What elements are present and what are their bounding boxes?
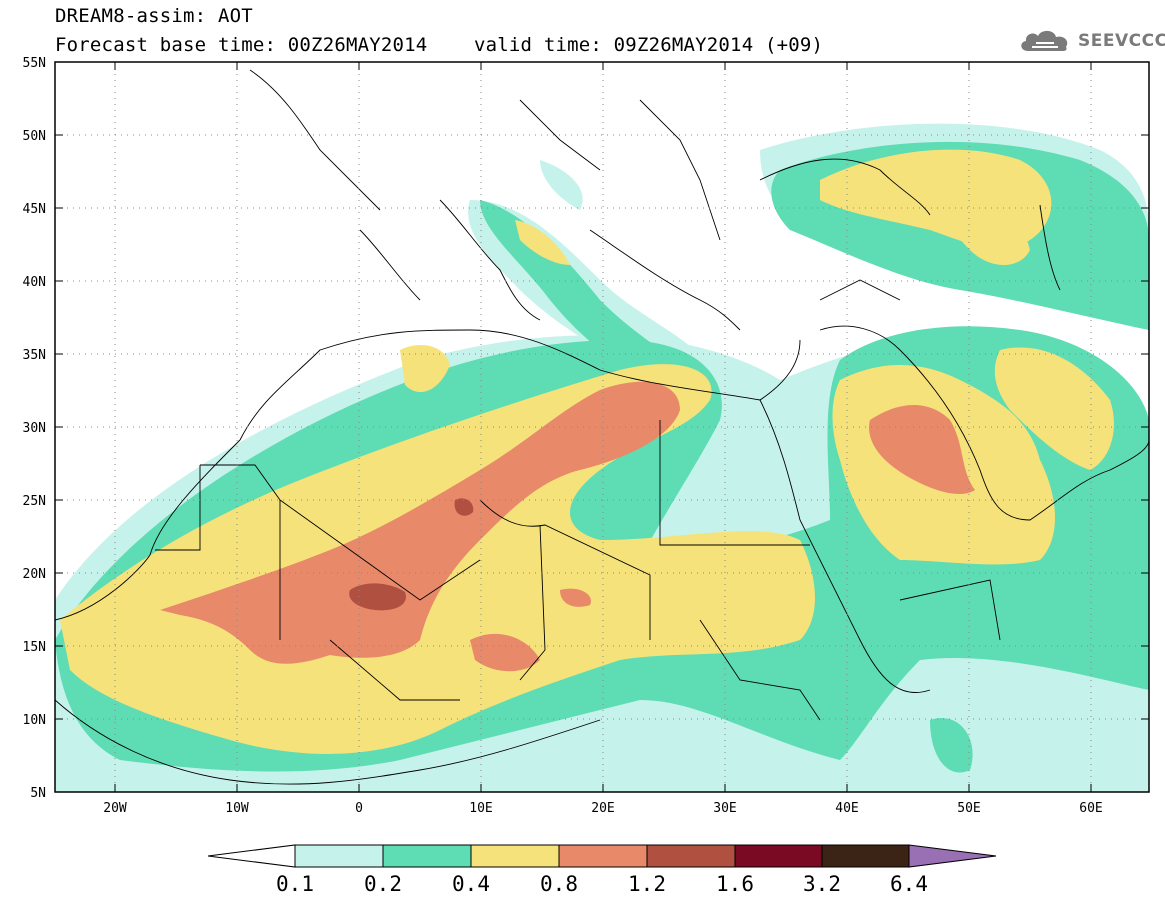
lat-label: 40N [23,275,46,290]
forecast-time-line: Forecast base time: 00Z26MAY2014 valid t… [55,34,824,56]
colorbar-labels: 0.1 0.2 0.4 0.8 1.2 1.6 3.2 6.4 [276,872,928,896]
lon-label: 20W [103,801,127,816]
lat-label: 35N [23,348,46,363]
lat-labels: 55N 50N 45N 40N 35N 30N 25N 20N 15N 10N … [23,56,46,801]
colorbar-label: 6.4 [890,872,928,896]
lon-label: 10W [225,801,249,816]
colorbar-label: 0.4 [452,872,490,896]
lon-label: 40E [835,801,858,816]
lat-label: 50N [23,129,46,144]
brand-logo: SEEVCCC [1018,27,1165,53]
colorbar-segment [382,844,472,868]
graticule [55,62,1149,792]
lon-label: 60E [1079,801,1102,816]
coastlines [55,69,1149,785]
lon-labels: 20W 10W 0 10E 20E 30E 40E 50E 60E [103,801,1102,816]
colorbar-over-arrow [908,844,997,868]
colorbar-label: 1.6 [716,872,754,896]
colorbar-segment [294,844,384,868]
lon-label: 50E [957,801,980,816]
lat-axis [55,61,1149,793]
colorbar-label: 0.1 [276,872,314,896]
colorbar-segment [470,844,560,868]
lat-label: 20N [23,567,46,582]
lon-label: 10E [469,801,492,816]
colorbar-under-arrow [207,844,296,868]
lat-label: 15N [23,640,46,655]
lon-axis [114,62,1092,792]
colorbar [207,844,997,868]
colorbar-label: 3.2 [803,872,841,896]
lat-label: 10N [23,713,46,728]
lat-label: 55N [23,56,46,71]
cloud-logo-icon [1021,30,1068,51]
lat-label: 45N [23,202,46,217]
colorbar-segment [646,844,736,868]
lat-label: 30N [23,421,46,436]
colorbar-segment [821,844,910,868]
colorbar-label: 1.2 [628,872,666,896]
colorbar-segment [734,844,823,868]
lon-label: 20E [591,801,614,816]
aot-field [55,62,1149,792]
lat-label: 5N [30,786,46,801]
aot-level-1.2 [349,498,474,611]
brand-name: SEEVCCC [1078,31,1165,51]
lat-label: 25N [23,494,46,509]
lon-label: 30E [713,801,736,816]
lon-label: 0 [355,801,363,816]
colorbar-segment [558,844,648,868]
colorbar-label: 0.8 [540,872,578,896]
colorbar-label: 0.2 [364,872,402,896]
map-title: DREAM8-assim: AOT [55,5,253,27]
